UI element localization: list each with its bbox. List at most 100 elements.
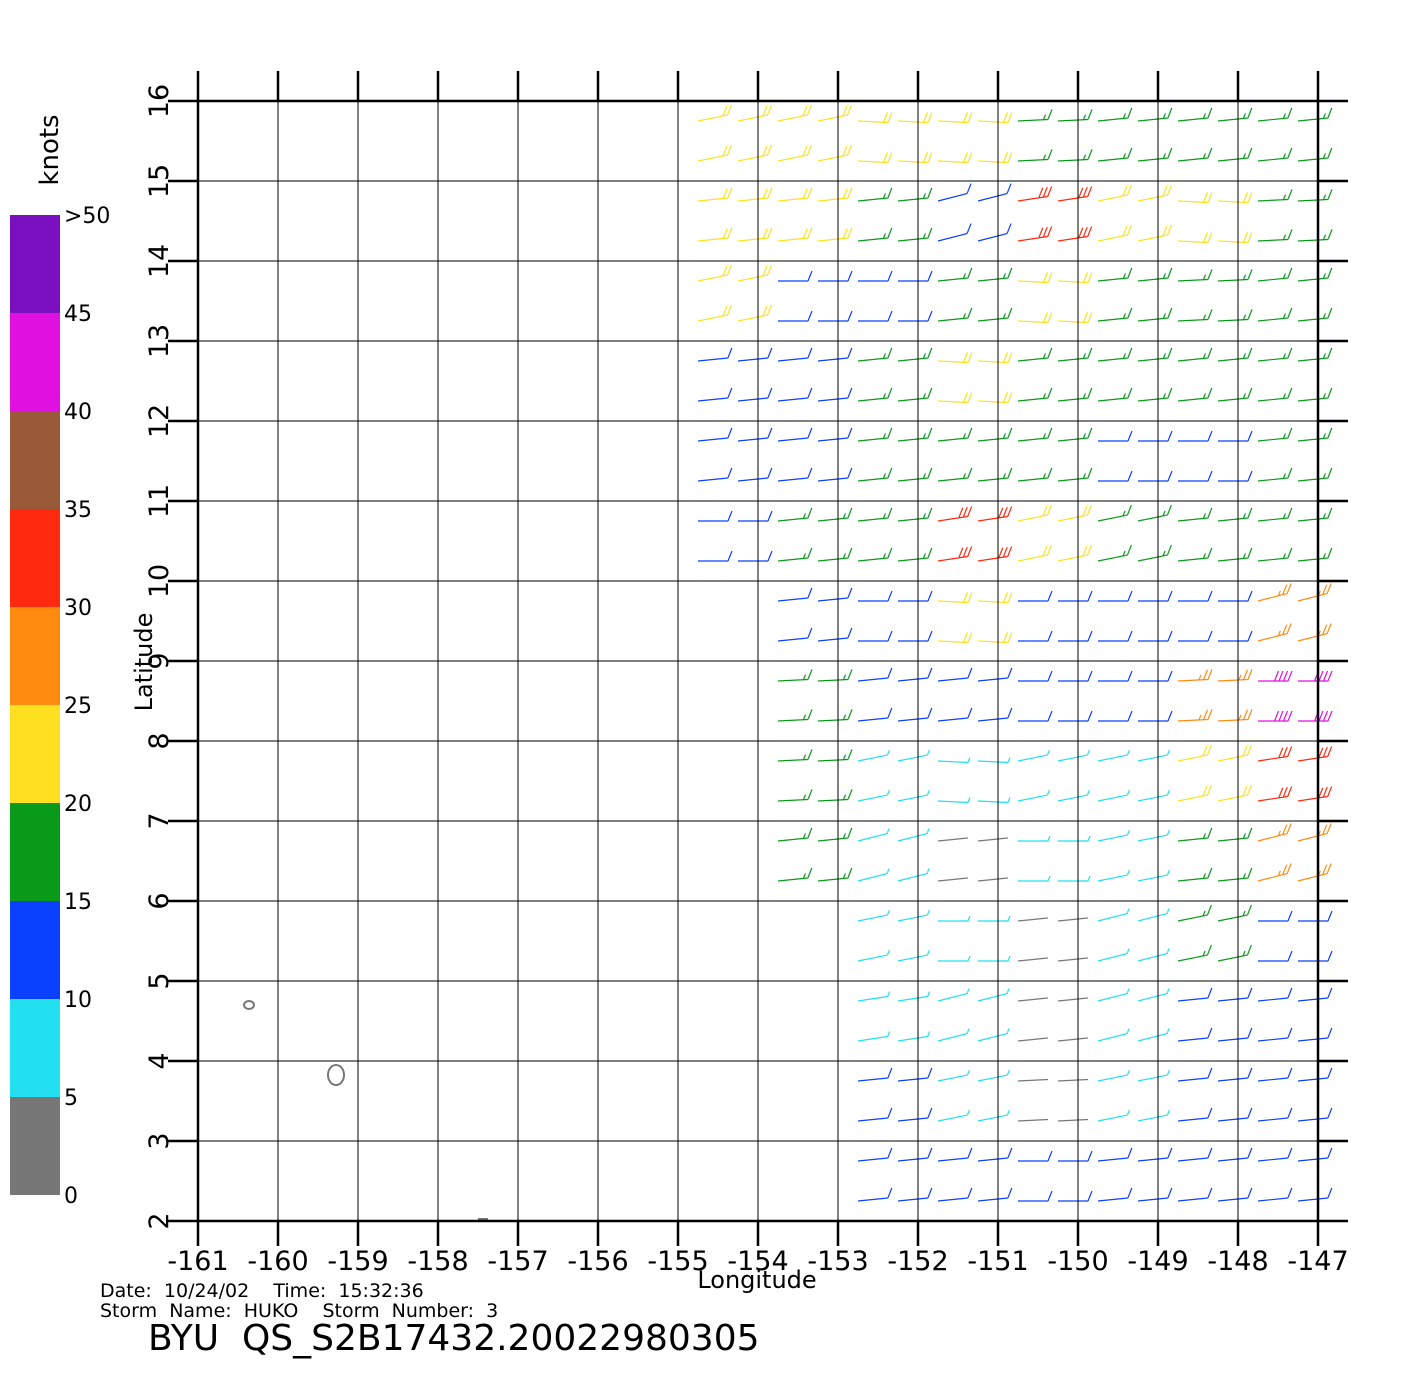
wind-barb: [858, 590, 893, 602]
wind-barb: [1177, 309, 1213, 322]
wind-barb: [1218, 430, 1253, 442]
wind-barb: [977, 223, 1012, 242]
wind-barb: [1177, 507, 1213, 522]
wind-barb: [1137, 1028, 1170, 1042]
wind-barb: [1017, 544, 1052, 562]
wind-barb: [1217, 192, 1253, 204]
wind-barb: [1057, 749, 1090, 762]
wind-barb: [977, 352, 1013, 364]
colorbar-tick-label: 10: [64, 988, 92, 1013]
wind-barb: [937, 223, 972, 242]
wind-barb: [937, 427, 973, 442]
wind-barb: [937, 1069, 970, 1082]
x-tick-label: -149: [1127, 1246, 1188, 1277]
wind-barb: [1018, 710, 1053, 722]
wind-barb: [777, 427, 813, 442]
wind-barb: [897, 667, 933, 682]
wind-barb: [1057, 312, 1093, 324]
wind-barb: [977, 988, 1010, 1002]
wind-barb: [1298, 910, 1333, 922]
wind-barb: [697, 387, 733, 402]
wind-barb: [1297, 1147, 1333, 1162]
wind-barb: [1018, 875, 1051, 882]
wind-barb: [1297, 547, 1333, 562]
colorbar-tick-label: 0: [64, 1184, 78, 1209]
wind-barb: [937, 757, 971, 764]
wind-barb: [1177, 269, 1213, 282]
colorbar-band: [10, 215, 60, 313]
wind-barb: [1178, 470, 1213, 482]
wind-barb: [898, 310, 933, 322]
wind-barb: [977, 112, 1013, 124]
wind-barb: [937, 267, 973, 282]
wind-barb: [897, 347, 933, 362]
wind-barb: [1217, 387, 1253, 402]
wind-barb: [1217, 1147, 1253, 1162]
wind-barb: [697, 264, 732, 282]
wind-barb: [1297, 863, 1332, 882]
y-tick-label: 2: [144, 1212, 175, 1229]
wind-barb: [1137, 829, 1170, 842]
wind-barb: [777, 187, 813, 202]
wind-barb: [778, 310, 813, 322]
wind-barb: [817, 749, 853, 762]
wind-barb: [1098, 590, 1133, 602]
wind-barb: [1177, 669, 1213, 682]
wind-barb: [897, 467, 933, 482]
wind-barb: [1177, 147, 1213, 162]
wind-barb: [777, 387, 813, 402]
wind-barb: [1177, 1027, 1213, 1042]
wind-barb: [1258, 670, 1293, 682]
wind-barb: [1217, 987, 1253, 1002]
wind-barb: [897, 387, 933, 402]
wind-barb: [937, 392, 973, 404]
y-tick-label: 14: [144, 244, 175, 278]
wind-barb: [1098, 430, 1133, 442]
wind-barb: [938, 915, 971, 922]
wind-barb: [937, 707, 973, 722]
wind-barb: [1177, 867, 1213, 882]
wind-barb: [1097, 107, 1133, 122]
wind-barb: [1297, 623, 1332, 642]
wind-barb: [1297, 267, 1333, 282]
wind-barb: [1297, 347, 1333, 362]
wind-barb: [1017, 1037, 1048, 1042]
wind-barb: [897, 227, 933, 242]
wind-barb: [857, 387, 893, 402]
wind-barb: [1097, 789, 1130, 802]
wind-barb: [1138, 470, 1173, 482]
wind-barb: [1137, 544, 1172, 562]
wind-barb: [937, 837, 968, 842]
x-tick-label: -147: [1287, 1246, 1348, 1277]
wind-barb: [817, 227, 853, 242]
wind-barb: [1097, 224, 1132, 242]
wind-barb: [698, 510, 733, 522]
wind-barb: [857, 909, 890, 922]
wind-barb: [777, 749, 813, 762]
wind-barb: [857, 112, 893, 124]
wind-barb: [937, 1109, 970, 1122]
wind-barb: [1257, 623, 1292, 642]
y-tick-label: 6: [144, 892, 175, 909]
wind-barb: [1017, 272, 1053, 284]
wind-barb: [937, 112, 973, 124]
y-tick-label: 13: [144, 324, 175, 358]
wind-barb: [777, 227, 813, 242]
wind-barb: [737, 387, 773, 402]
wind-barb: [1257, 786, 1293, 802]
wind-barb: [977, 877, 1008, 882]
wind-barb: [1137, 1147, 1173, 1162]
wind-barb: [1217, 669, 1253, 682]
wind-barb: [1018, 1150, 1053, 1162]
wind-barb: [1098, 670, 1133, 682]
wind-barb: [977, 183, 1012, 202]
wind-barb: [1257, 267, 1293, 282]
wind-barb: [1177, 387, 1213, 402]
wind-barb: [1257, 387, 1293, 402]
wind-barb: [1057, 957, 1088, 962]
wind-barb: [857, 187, 893, 202]
x-tick-label: -152: [887, 1246, 948, 1277]
wind-barb: [1017, 427, 1053, 442]
wind-barb: [1017, 186, 1053, 202]
wind-barb: [857, 667, 893, 682]
